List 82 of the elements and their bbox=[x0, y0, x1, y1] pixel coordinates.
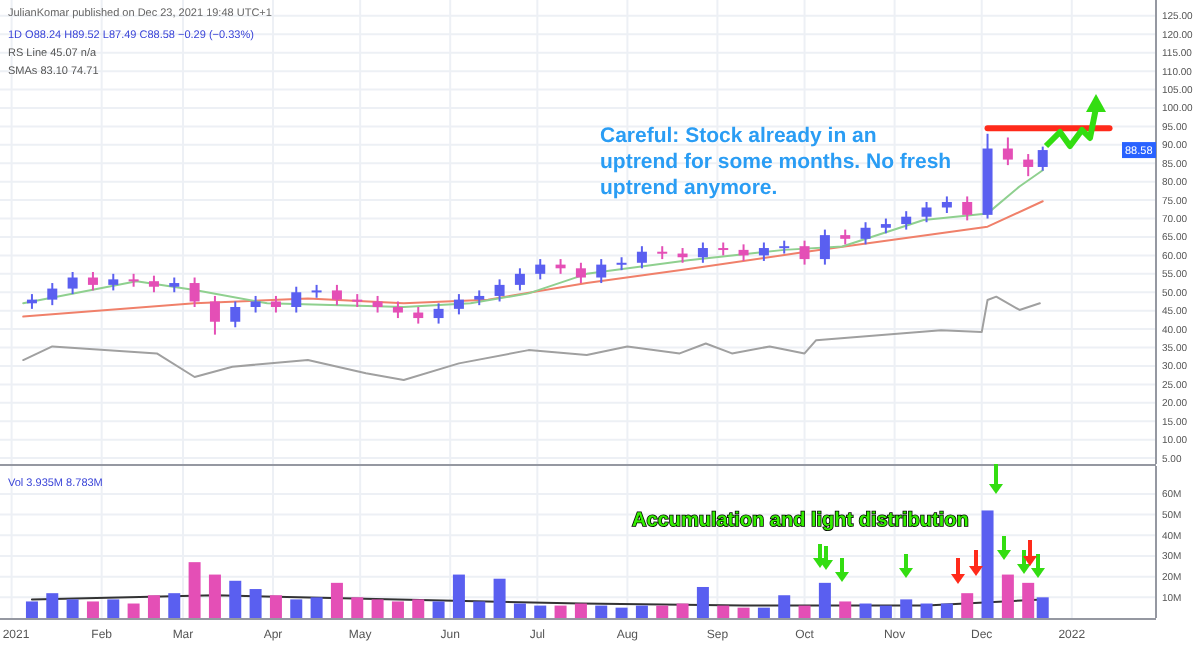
line-series bbox=[22, 200, 1044, 318]
bar bbox=[981, 510, 994, 618]
candlestick bbox=[575, 261, 586, 285]
bar bbox=[859, 603, 872, 618]
bar bbox=[513, 603, 526, 618]
bar bbox=[595, 605, 608, 618]
candlestick bbox=[453, 293, 464, 316]
bar bbox=[86, 601, 99, 618]
bar bbox=[656, 605, 669, 618]
candlestick bbox=[697, 241, 708, 264]
candlestick bbox=[514, 267, 525, 292]
bar bbox=[940, 603, 953, 618]
bar bbox=[534, 605, 547, 618]
bar bbox=[737, 607, 750, 618]
candlestick bbox=[860, 221, 871, 246]
candlestick bbox=[494, 278, 505, 303]
bar bbox=[269, 595, 282, 618]
bar bbox=[330, 582, 343, 618]
bar bbox=[412, 599, 425, 618]
bar bbox=[371, 599, 384, 618]
candlestick bbox=[596, 258, 607, 285]
bar bbox=[188, 562, 201, 618]
bar bbox=[717, 605, 730, 618]
candlestick bbox=[433, 302, 444, 325]
bar bbox=[554, 605, 567, 618]
candlestick bbox=[189, 276, 200, 308]
candlestick bbox=[962, 195, 973, 222]
bar bbox=[1022, 582, 1035, 618]
bar bbox=[168, 593, 181, 618]
bar bbox=[574, 603, 587, 618]
bar bbox=[493, 578, 506, 618]
bar bbox=[696, 586, 709, 618]
bar bbox=[107, 599, 120, 618]
bar bbox=[798, 605, 811, 618]
bar bbox=[310, 597, 323, 618]
bar bbox=[615, 607, 628, 618]
candlestick bbox=[1037, 145, 1048, 172]
candlestick bbox=[87, 270, 98, 292]
bar bbox=[391, 601, 404, 618]
annotation: Accumulation and light distribution bbox=[632, 510, 969, 532]
candlestick bbox=[331, 283, 342, 307]
candlestick bbox=[921, 200, 932, 224]
bar bbox=[676, 603, 689, 618]
bar bbox=[900, 599, 913, 618]
candlestick bbox=[758, 241, 769, 262]
bar bbox=[635, 605, 648, 618]
line-series bbox=[22, 295, 1041, 381]
candlestick bbox=[1002, 136, 1013, 167]
bar bbox=[351, 597, 364, 618]
bar bbox=[66, 599, 79, 618]
candlestick bbox=[819, 228, 830, 266]
candlestick bbox=[799, 239, 810, 266]
bar bbox=[778, 595, 791, 618]
bar bbox=[818, 582, 831, 618]
candlestick bbox=[901, 210, 912, 231]
bar bbox=[229, 580, 242, 618]
bar bbox=[249, 589, 262, 618]
bar bbox=[839, 601, 852, 618]
candlestick bbox=[535, 258, 546, 281]
bar bbox=[127, 603, 140, 618]
bar bbox=[46, 593, 59, 618]
bar bbox=[920, 603, 933, 618]
bar bbox=[879, 605, 892, 618]
annotation: Careful: Stock already in an uptrend for some months. No fresh uptrend anymore. bbox=[600, 124, 952, 200]
candlestick bbox=[47, 282, 58, 307]
bar bbox=[452, 574, 465, 618]
bar bbox=[290, 599, 303, 618]
candlestick bbox=[291, 285, 302, 314]
bar bbox=[432, 601, 445, 618]
candlestick bbox=[1023, 153, 1034, 178]
bar bbox=[1036, 597, 1049, 618]
bar bbox=[757, 607, 770, 618]
candlestick bbox=[636, 245, 647, 270]
candlestick bbox=[209, 294, 220, 336]
bar bbox=[1001, 574, 1014, 618]
bar bbox=[961, 593, 974, 618]
bar bbox=[208, 574, 221, 618]
candlestick bbox=[67, 270, 78, 296]
bar bbox=[25, 601, 38, 618]
candlestick bbox=[230, 300, 241, 329]
bar bbox=[147, 595, 160, 618]
bar bbox=[473, 601, 486, 618]
